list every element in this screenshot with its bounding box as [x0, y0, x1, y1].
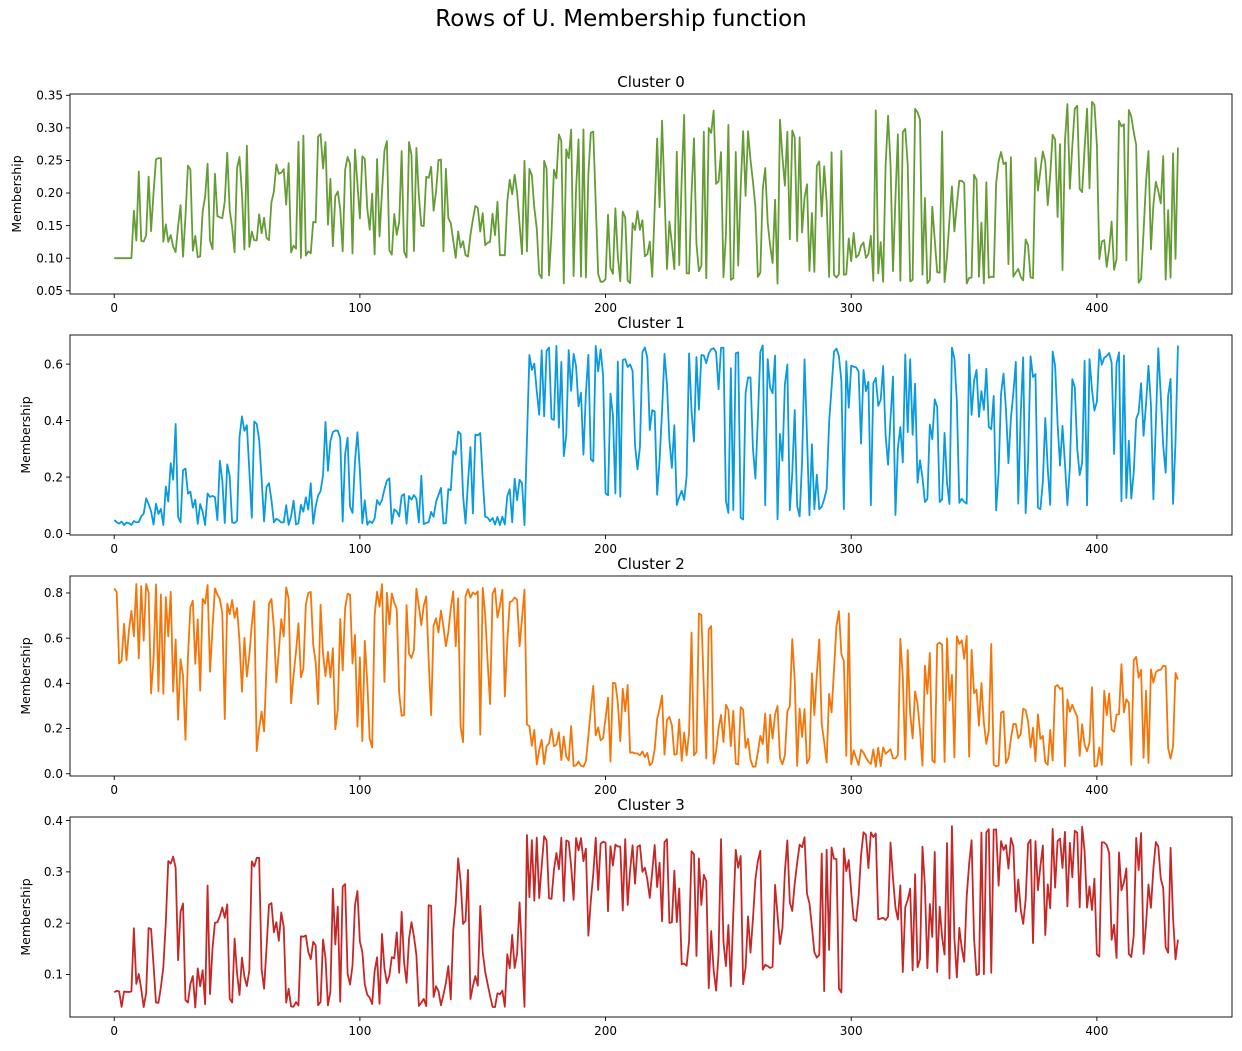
series-line-cluster-1 — [113, 344, 1179, 527]
y-tick-label: 0.2 — [44, 722, 63, 736]
y-tick-label: 0.30 — [36, 121, 63, 135]
x-tick-label: 100 — [348, 783, 371, 797]
subplot-title: Cluster 2 — [617, 555, 685, 573]
x-tick-label: 400 — [1085, 783, 1108, 797]
y-axis-label: Membership — [18, 396, 33, 473]
x-tick-label: 200 — [594, 1024, 617, 1038]
y-tick-label: 0.25 — [36, 154, 63, 168]
y-tick-label: 0.0 — [44, 767, 63, 781]
series-line-cluster-3 — [113, 825, 1179, 1009]
y-tick-label: 0.6 — [44, 357, 63, 371]
x-tick-label: 0 — [110, 1024, 118, 1038]
y-tick-label: 0.3 — [44, 865, 63, 879]
subplot-cluster-2: 0 100 200 300 400 0.0 0.2 0.4 0.6 0.8 Cluster 2 Mem… — [18, 555, 1233, 797]
y-tick-label: 0.1 — [44, 968, 63, 982]
y-tick-label: 0.35 — [36, 89, 63, 103]
axes-frame — [69, 93, 1233, 295]
y-axis-label: Membership — [9, 155, 24, 232]
x-tick-label: 0 — [110, 542, 118, 556]
x-tick-label: 0 — [110, 301, 118, 315]
y-tick-label: 0.8 — [44, 586, 63, 600]
x-tick-label: 400 — [1085, 301, 1108, 315]
subplot-title: Cluster 1 — [617, 314, 685, 332]
x-tick-label: 100 — [348, 542, 371, 556]
subplot-cluster-3: 0 100 200 300 400 0.1 0.2 0.3 0.4 Cluster 3 Member… — [18, 796, 1233, 1038]
subplot-cluster-0: 0 100 200 300 400 0.05 0.10 0.15 0.20 0.25 0.30 0.3… — [9, 73, 1233, 315]
x-tick-label: 100 — [348, 1024, 371, 1038]
axes-frame — [69, 334, 1233, 536]
x-tick-label: 200 — [594, 542, 617, 556]
y-tick-label: 0.6 — [44, 631, 63, 645]
y-tick-label: 0.10 — [36, 251, 63, 265]
x-tick-label: 300 — [840, 542, 863, 556]
axes-frame — [69, 575, 1233, 777]
x-tick-label: 100 — [348, 301, 371, 315]
x-tick-label: 0 — [110, 783, 118, 797]
x-tick-label: 300 — [840, 783, 863, 797]
y-axis-label: Membership — [18, 878, 33, 955]
subplot-title: Cluster 3 — [617, 796, 685, 814]
y-tick-label: 0.4 — [44, 677, 63, 691]
subplot-title: Cluster 0 — [617, 73, 685, 91]
y-tick-label: 0.4 — [44, 414, 63, 428]
y-tick-label: 0.15 — [36, 219, 63, 233]
x-tick-label: 300 — [840, 301, 863, 315]
x-tick-label: 400 — [1085, 542, 1108, 556]
x-tick-label: 300 — [840, 1024, 863, 1038]
x-tick-label: 400 — [1085, 1024, 1108, 1038]
subplot-cluster-1: 0 100 200 300 400 0.0 0.2 0.4 0.6 Cluster 1 Member… — [18, 314, 1233, 556]
series-line-cluster-2 — [113, 583, 1179, 768]
x-tick-label: 200 — [594, 783, 617, 797]
y-tick-label: 0.2 — [44, 916, 63, 930]
y-tick-label: 0.4 — [44, 814, 63, 828]
y-tick-label: 0.20 — [36, 186, 63, 200]
x-tick-label: 200 — [594, 301, 617, 315]
axes-frame — [69, 816, 1233, 1018]
y-tick-label: 0.05 — [36, 284, 63, 298]
figure-suptitle: Rows of U. Membership function — [435, 6, 807, 32]
y-tick-label: 0.2 — [44, 470, 63, 484]
y-tick-label: 0.0 — [44, 527, 63, 541]
y-axis-label: Membership — [18, 637, 33, 714]
series-line-cluster-0 — [114, 100, 1179, 285]
